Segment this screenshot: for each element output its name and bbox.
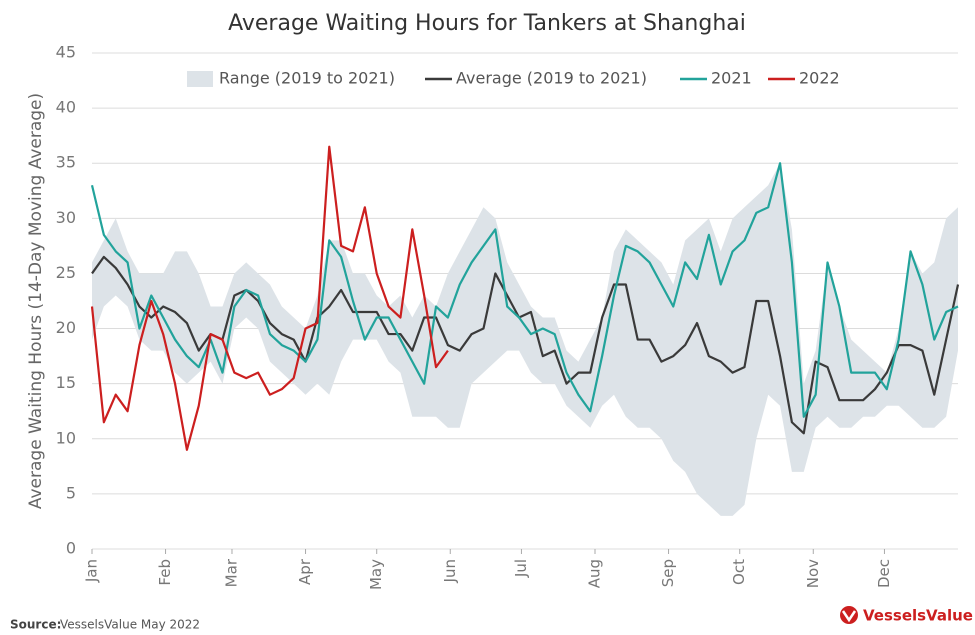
y-tick-label: 45 bbox=[56, 43, 76, 62]
x-tick-label: May bbox=[367, 559, 385, 590]
x-tick-label: Jan bbox=[83, 559, 101, 583]
x-tick-label: Mar bbox=[222, 558, 240, 587]
y-tick-label: 15 bbox=[56, 373, 76, 392]
x-tick-label: Dec bbox=[875, 559, 893, 588]
series-line bbox=[90, 145, 449, 451]
x-tick-label: Jul bbox=[512, 559, 530, 578]
x-tick-label: Nov bbox=[804, 559, 822, 588]
legend-label: Average (2019 to 2021) bbox=[456, 69, 647, 88]
x-tick-label: Jun bbox=[441, 559, 459, 583]
legend-swatch bbox=[187, 71, 213, 87]
logo-mark bbox=[841, 610, 857, 623]
range-area bbox=[92, 163, 958, 516]
y-tick-label: 10 bbox=[56, 428, 76, 447]
logo-icon bbox=[840, 606, 858, 624]
legend-label: 2021 bbox=[711, 69, 752, 88]
y-tick-label: 35 bbox=[56, 153, 76, 172]
logo-text: VesselsValue bbox=[863, 607, 973, 625]
x-tick-label: Aug bbox=[585, 559, 603, 588]
x-tick-label: Sep bbox=[659, 559, 677, 587]
x-tick-label: Feb bbox=[156, 559, 174, 586]
y-tick-label: 25 bbox=[56, 263, 76, 282]
y-tick-label: 40 bbox=[56, 98, 76, 117]
y-axis-label: Average Waiting Hours (14-Day Moving Ave… bbox=[26, 93, 46, 509]
y-tick-label: 30 bbox=[56, 208, 76, 227]
legend-label: 2022 bbox=[799, 69, 840, 88]
source-label: Source: bbox=[10, 618, 61, 632]
x-tick-label: Oct bbox=[730, 559, 748, 585]
y-tick-label: 0 bbox=[66, 539, 76, 558]
legend-label: Range (2019 to 2021) bbox=[219, 69, 395, 88]
source: VesselsValue May 2022 bbox=[60, 618, 200, 632]
series-line bbox=[91, 255, 960, 435]
chart-title: Average Waiting Hours for Tankers at Sha… bbox=[228, 11, 746, 36]
series-line bbox=[90, 162, 959, 418]
x-tick-label: Apr bbox=[296, 558, 314, 585]
y-tick-label: 5 bbox=[66, 483, 76, 502]
y-tick-label: 20 bbox=[56, 318, 76, 337]
